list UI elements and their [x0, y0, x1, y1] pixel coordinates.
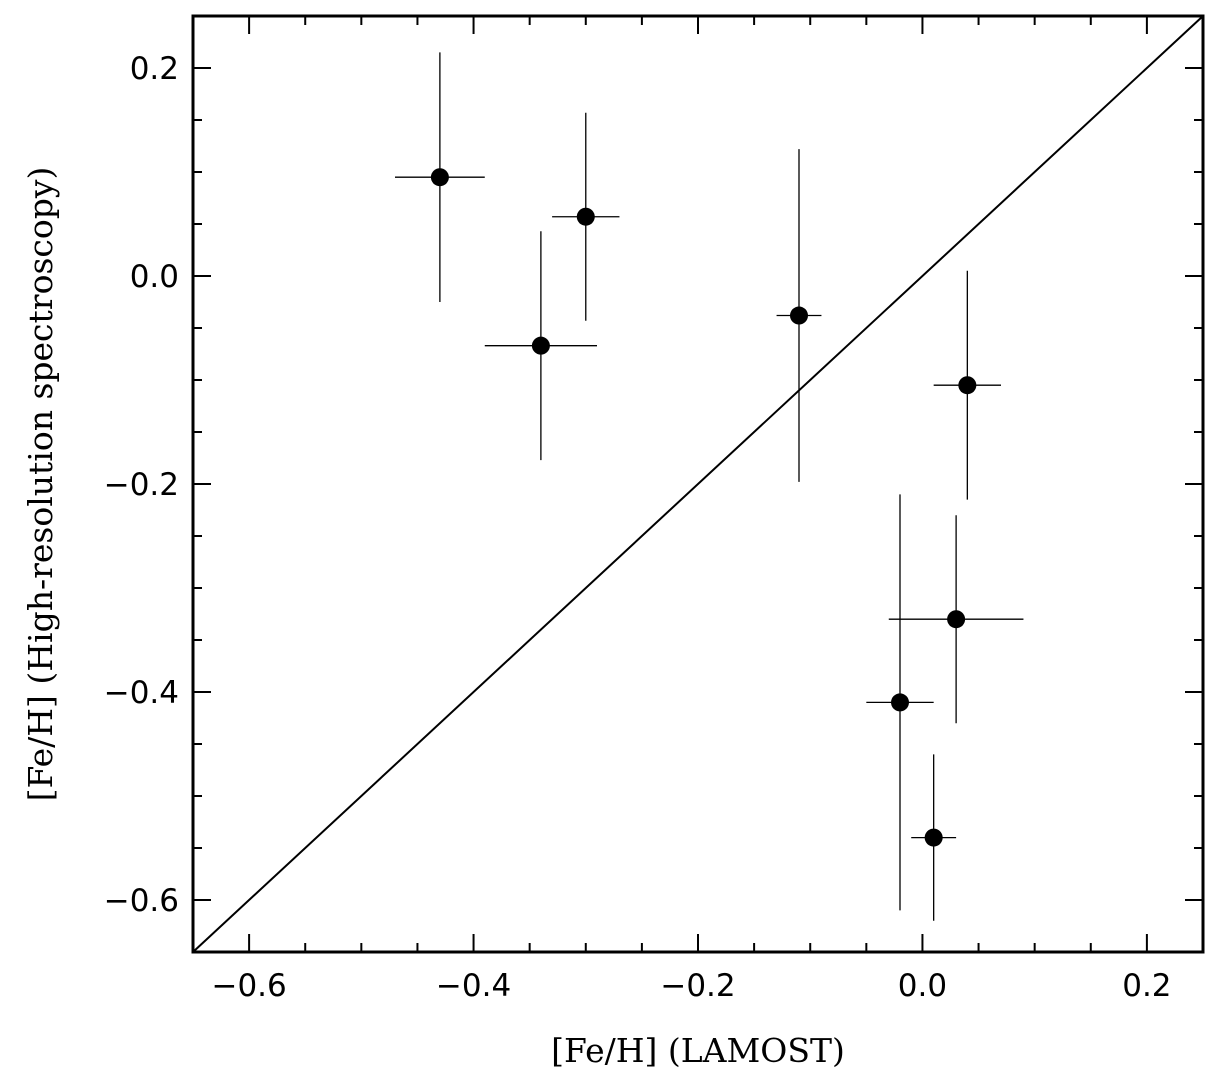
data-point: [790, 306, 808, 325]
y-tick-label: 0.2: [130, 51, 179, 87]
plot-frame: [191, 14, 1205, 954]
x-tick-label: −0.4: [436, 968, 511, 1004]
error-bars: [395, 52, 1024, 921]
x-axis-title: [Fe/H] (LAMOST): [551, 1031, 845, 1070]
data-point: [924, 828, 943, 847]
x-tick-label: 0.0: [898, 968, 947, 1004]
tick-labels: −0.6 −0.4 −0.2 0.0 0.2 −0.6 −0.4 −0.2 0.0 0.2: [104, 51, 1172, 1004]
y-axis-title: [Fe/H] (High-resolution spectroscopy): [21, 167, 60, 802]
one-to-one-line: [192, 15, 1204, 953]
data-point: [947, 610, 966, 629]
y-tick-label: 0.0: [130, 259, 179, 295]
data-point: [958, 376, 977, 395]
data-point: [531, 336, 550, 355]
data-points: [430, 168, 977, 847]
data-point: [891, 693, 909, 712]
data-point: [430, 168, 449, 187]
x-tick-label: 0.2: [1122, 968, 1171, 1004]
x-tick-label: −0.2: [660, 968, 735, 1004]
data-point: [576, 207, 595, 226]
y-tick-label: −0.4: [104, 675, 179, 711]
y-tick-label: −0.2: [104, 467, 179, 503]
y-tick-label: −0.6: [104, 883, 179, 919]
x-tick-label: −0.6: [211, 968, 286, 1004]
reference-line-layer: [192, 15, 1204, 953]
